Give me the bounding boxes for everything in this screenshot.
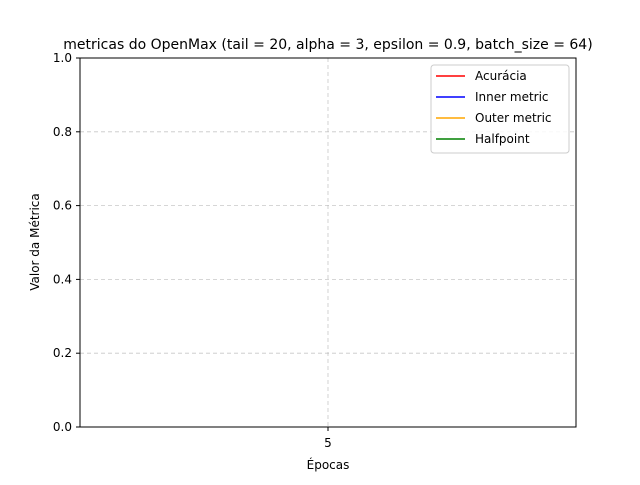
y-tick-label: 1.0 xyxy=(53,51,72,65)
legend-label: Acurácia xyxy=(475,69,527,83)
y-tick-label: 0.6 xyxy=(53,199,72,213)
x-axis-label: Épocas xyxy=(307,457,350,472)
legend-label: Outer metric xyxy=(475,111,552,125)
y-tick-label: 0.0 xyxy=(53,420,72,434)
y-tick-label: 0.2 xyxy=(53,346,72,360)
legend-box xyxy=(430,64,570,154)
legend-label: Inner metric xyxy=(475,90,549,104)
x-axis-ticks: 5 xyxy=(324,427,332,450)
legend: Acurácia Inner metric Outer metric Halfpoin… xyxy=(430,64,570,154)
chart-title: metricas do OpenMax (tail = 20, alpha = … xyxy=(63,37,592,53)
x-tick-label: 5 xyxy=(324,436,332,450)
y-tick-label: 0.8 xyxy=(53,125,72,139)
y-tick-label: 0.4 xyxy=(53,272,72,286)
y-axis-ticks: 0.0 0.2 0.4 0.6 0.8 1.0 xyxy=(53,51,80,434)
y-axis-label: Valor da Métrica xyxy=(28,193,42,291)
legend-label: Halfpoint xyxy=(475,132,530,146)
